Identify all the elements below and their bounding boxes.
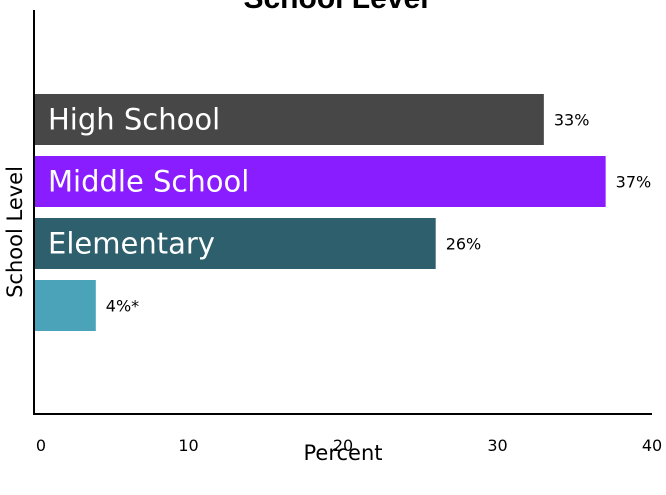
bar-2 — [34, 156, 606, 207]
y-axis-title: School Level — [3, 166, 27, 298]
x-tick-label: 40 — [642, 436, 662, 455]
bar-4 — [34, 280, 96, 331]
x-tick-label: 10 — [178, 436, 198, 455]
chart-title: School Level — [243, 0, 428, 15]
x-ticks-group: 0 10 20 30 40 — [36, 436, 662, 455]
x-tick-label: 30 — [487, 436, 507, 455]
bar-3 — [34, 218, 436, 269]
bar-1 — [34, 94, 544, 145]
bar-category-label: High School — [48, 103, 220, 137]
bar-category-label: Middle School — [48, 165, 249, 199]
bars-group: High School 33% Middle School 37% Elementary… — [34, 94, 651, 331]
bar-value-label: 37% — [616, 173, 652, 192]
x-tick-label: 20 — [333, 436, 353, 455]
bar-value-label: 33% — [554, 111, 590, 130]
x-axis-title: Percent — [303, 441, 382, 465]
bar-category-label: Elementary — [48, 227, 215, 261]
bar-value-label: 4%* — [106, 297, 139, 316]
x-tick-label: 0 — [36, 436, 46, 455]
bar-value-label: 26% — [446, 235, 482, 254]
